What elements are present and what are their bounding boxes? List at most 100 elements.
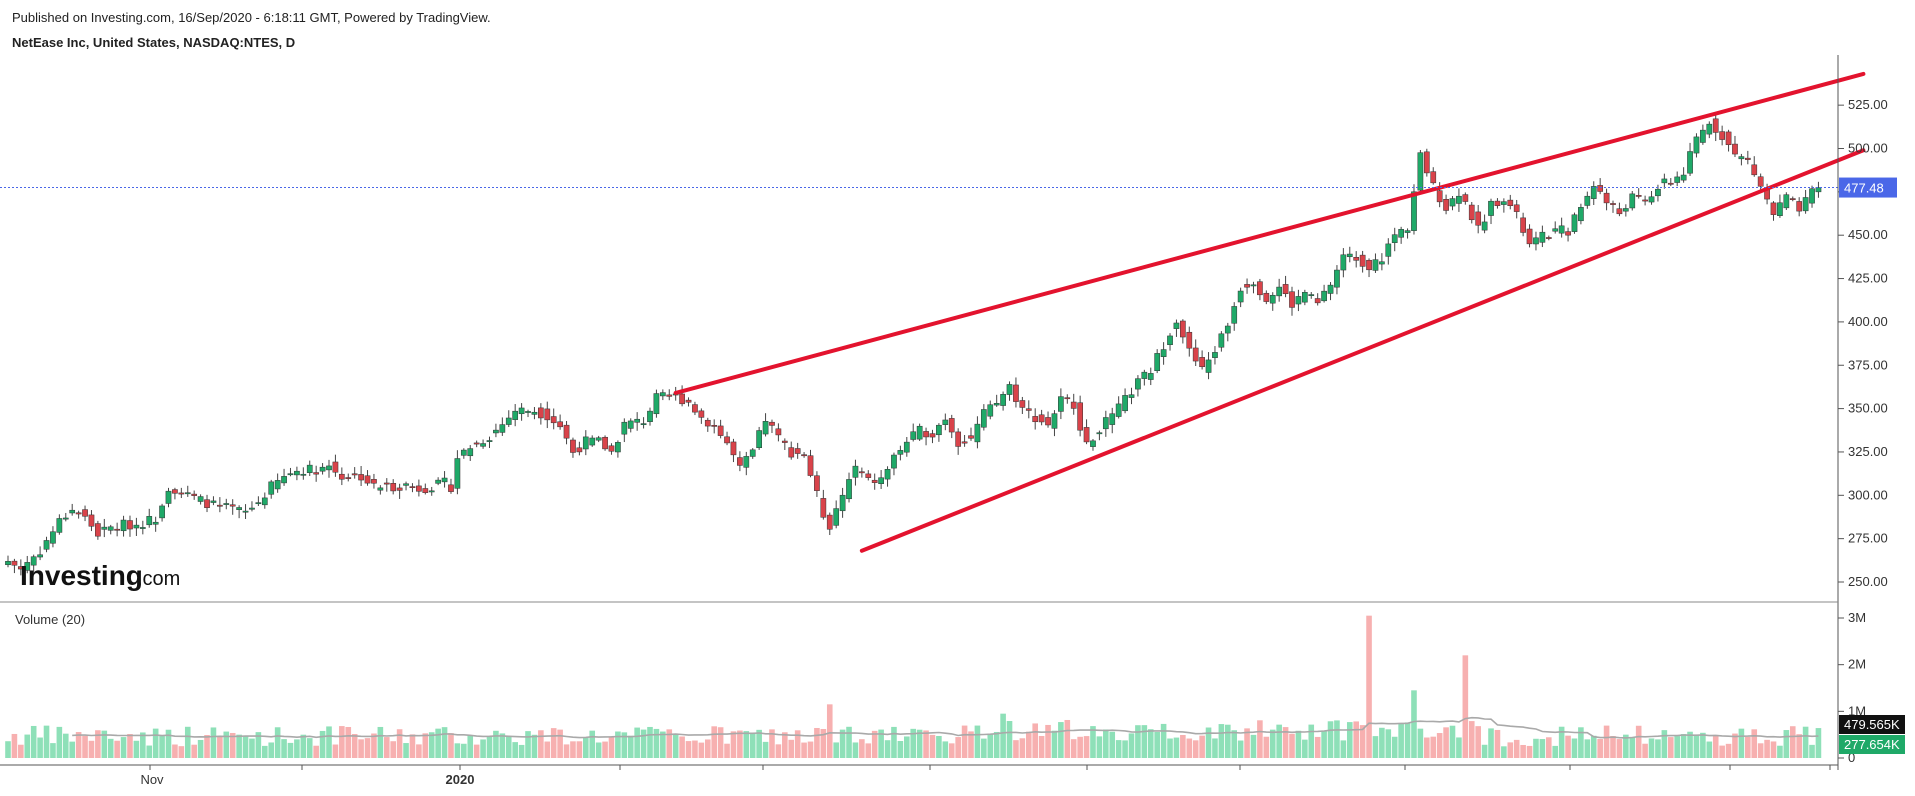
last-price-tag: 477.48 bbox=[1839, 177, 1897, 198]
volume-bar bbox=[1494, 729, 1501, 758]
volume-bar bbox=[1777, 745, 1783, 758]
candle-body bbox=[1526, 228, 1533, 245]
volume-bar bbox=[666, 729, 673, 758]
volume-bar bbox=[1546, 737, 1552, 758]
candle-body bbox=[1751, 164, 1758, 176]
candle-body bbox=[826, 514, 833, 530]
volume-bar bbox=[1552, 745, 1559, 758]
volume-bar bbox=[1526, 745, 1533, 758]
candle-body bbox=[659, 392, 666, 397]
volume-bar bbox=[1199, 735, 1205, 758]
candle-body bbox=[69, 509, 76, 514]
candle-body bbox=[50, 531, 56, 544]
candle-body bbox=[1334, 269, 1340, 288]
candle-body bbox=[5, 561, 11, 566]
volume-bar bbox=[43, 725, 50, 758]
volume-bar bbox=[82, 735, 88, 758]
volume-bar bbox=[1513, 739, 1520, 758]
candle-body bbox=[146, 516, 153, 526]
candle-body bbox=[300, 473, 307, 476]
candle-body bbox=[332, 461, 339, 473]
price-tick-label: 300.00 bbox=[1848, 487, 1888, 502]
volume-bar bbox=[865, 743, 872, 758]
volume-bar bbox=[878, 729, 884, 758]
volume-bar bbox=[544, 741, 551, 758]
volume-bar bbox=[1424, 737, 1430, 758]
volume-bar bbox=[75, 732, 82, 758]
candle-body bbox=[756, 430, 762, 449]
volume-bar bbox=[1327, 721, 1334, 758]
volume-bar bbox=[942, 741, 949, 758]
candle-body bbox=[114, 528, 120, 531]
candle-body bbox=[814, 475, 820, 491]
candle-body bbox=[1533, 237, 1539, 245]
volume-bar bbox=[165, 729, 172, 758]
candle-body bbox=[101, 526, 108, 530]
volume-bar bbox=[929, 734, 936, 758]
volume-bar bbox=[18, 744, 24, 758]
volume-bar bbox=[698, 742, 705, 758]
volume-bar bbox=[794, 730, 801, 758]
trendlines[interactable] bbox=[673, 71, 1866, 553]
volume-bar bbox=[274, 727, 281, 758]
candle-body bbox=[62, 517, 69, 520]
candle-body bbox=[1263, 292, 1270, 302]
volume-bar bbox=[1013, 740, 1019, 758]
volume-bar bbox=[1738, 728, 1745, 758]
candle-body bbox=[1282, 284, 1289, 295]
volume-bar bbox=[672, 733, 679, 758]
volume-bar bbox=[936, 735, 942, 758]
volume-bar bbox=[647, 726, 653, 758]
candle-body bbox=[762, 421, 769, 435]
candle-body bbox=[993, 403, 1000, 406]
volume-bar bbox=[1135, 725, 1141, 758]
candle-body bbox=[1635, 195, 1642, 197]
candle-body bbox=[133, 524, 140, 529]
svg-text:479.565K: 479.565K bbox=[1844, 717, 1900, 732]
candle-body bbox=[383, 482, 390, 485]
volume-bar bbox=[1667, 737, 1674, 758]
candle-body bbox=[152, 521, 159, 525]
candle-body bbox=[666, 394, 673, 397]
candle-body bbox=[1725, 131, 1732, 146]
volume-bar bbox=[788, 739, 795, 758]
candle-body bbox=[1545, 237, 1552, 239]
candle-body bbox=[1571, 214, 1578, 232]
volume-bar bbox=[910, 728, 917, 758]
candle-body bbox=[486, 440, 493, 442]
candle-body bbox=[717, 425, 724, 436]
candle-body bbox=[769, 421, 775, 426]
candle-body bbox=[1712, 118, 1719, 133]
volume-bar bbox=[1295, 730, 1302, 758]
candle-body bbox=[493, 429, 499, 434]
volume-bar bbox=[441, 727, 448, 758]
candle-body bbox=[685, 399, 692, 403]
volume-bar bbox=[1764, 739, 1770, 758]
volume-bar bbox=[743, 731, 750, 758]
candle-body bbox=[1006, 384, 1013, 395]
candle-body bbox=[1423, 151, 1430, 174]
candle-body bbox=[1122, 395, 1128, 412]
volume-bar bbox=[416, 744, 422, 758]
volume-bar bbox=[1141, 725, 1148, 758]
volume-bar bbox=[923, 730, 929, 758]
volume-bar bbox=[948, 743, 955, 758]
trendline-lower bbox=[859, 148, 1866, 553]
volume-bar bbox=[974, 725, 981, 758]
volume-bar bbox=[345, 727, 352, 758]
candle-body bbox=[17, 566, 24, 570]
candle-body bbox=[1494, 200, 1501, 206]
candle-body bbox=[1115, 403, 1122, 417]
volume-bar bbox=[839, 729, 846, 758]
volume-bar bbox=[1449, 725, 1456, 758]
volume-bar bbox=[782, 732, 788, 758]
candle-body bbox=[1501, 201, 1507, 205]
candle-body bbox=[1379, 261, 1385, 265]
volume-bar bbox=[493, 730, 499, 758]
candle-body bbox=[1147, 373, 1154, 380]
volume-bar bbox=[1789, 726, 1796, 758]
volume-bar bbox=[1481, 744, 1488, 758]
volume-bar bbox=[461, 743, 467, 758]
candle-body bbox=[859, 471, 865, 474]
